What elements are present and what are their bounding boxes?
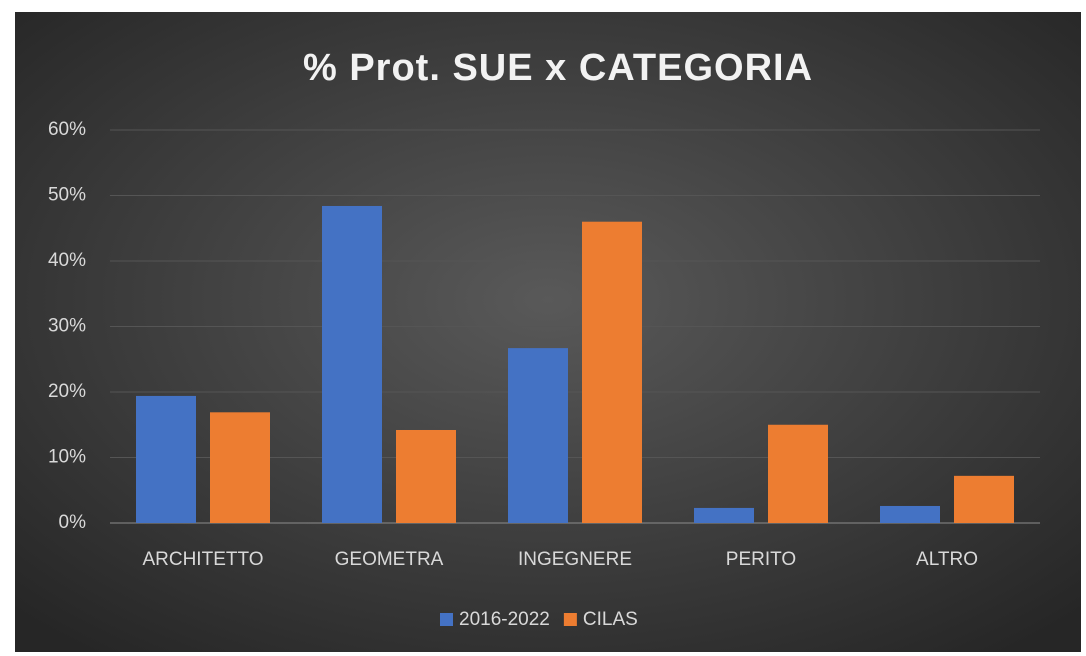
legend-swatch xyxy=(563,613,577,626)
bar xyxy=(210,412,270,523)
legend-swatch xyxy=(440,613,453,626)
x-tick-label: GEOMETRA xyxy=(335,549,444,570)
y-tick-label: 10% xyxy=(48,447,86,468)
bar xyxy=(322,205,382,524)
bar xyxy=(396,429,456,523)
x-tick-label: ALTRO xyxy=(916,549,978,570)
y-tick-label: 60% xyxy=(48,119,86,140)
bar xyxy=(136,395,196,523)
y-tick-label: 20% xyxy=(48,381,86,402)
x-tick-label: PERITO xyxy=(726,549,796,570)
bar xyxy=(508,348,568,523)
bar xyxy=(768,424,828,523)
y-tick-label: 50% xyxy=(48,185,86,206)
y-tick-label: 30% xyxy=(48,316,86,337)
y-tick-label: 0% xyxy=(59,512,87,533)
x-tick-label: INGEGNERE xyxy=(518,549,632,570)
x-tick-label: ARCHITETTO xyxy=(142,549,263,570)
legend-label: 2016-2022 xyxy=(459,609,550,630)
chart-background xyxy=(15,12,1081,652)
bar xyxy=(880,505,940,523)
legend-label: CILAS xyxy=(583,609,638,630)
y-tick-label: 40% xyxy=(48,250,86,271)
bar xyxy=(582,221,642,523)
chart-title: % Prot. SUE x CATEGORIA xyxy=(303,47,813,89)
bar xyxy=(694,507,754,523)
bar xyxy=(954,475,1014,523)
